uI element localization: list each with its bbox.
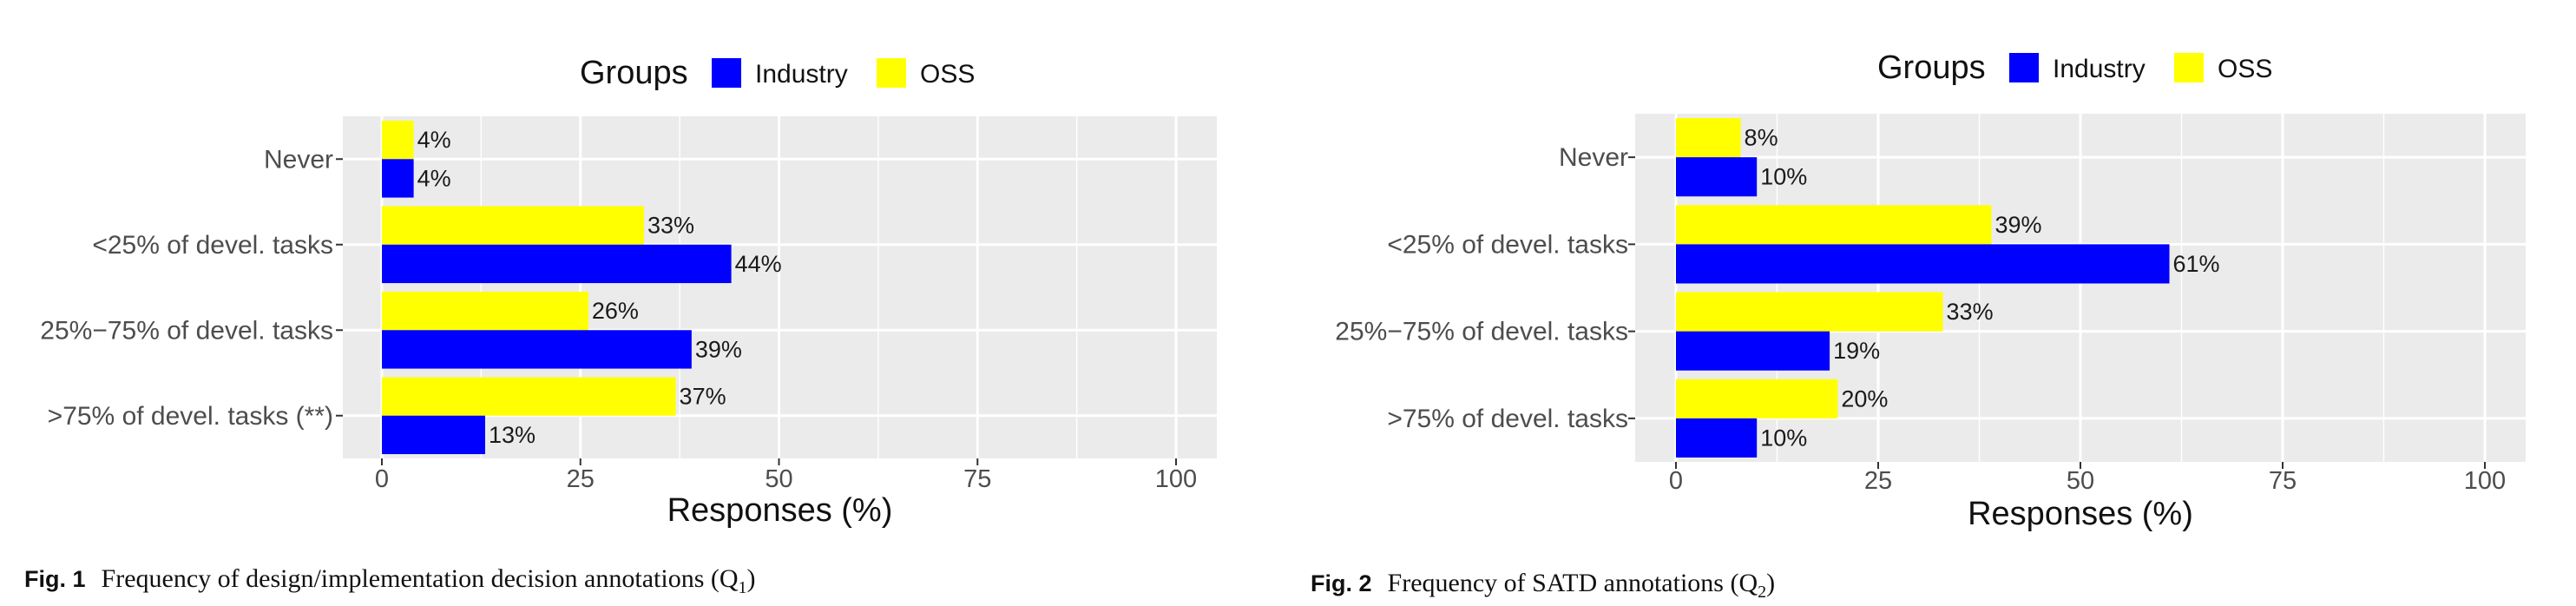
oss-data-label: 4% xyxy=(417,127,451,153)
x-tick-label: 50 xyxy=(765,465,792,493)
oss-bar xyxy=(1676,292,1943,332)
oss-bar xyxy=(382,206,644,245)
industry-bar xyxy=(1676,157,1758,197)
oss-bar xyxy=(382,377,676,416)
industry-data-label: 39% xyxy=(695,336,742,362)
industry-bar xyxy=(382,330,692,369)
industry-bar xyxy=(382,415,485,455)
industry-bar xyxy=(382,244,732,284)
category-label: >75% of devel. tasks (**) xyxy=(48,402,333,431)
figure-2-caption-text: Frequency of SATD annotations (Q xyxy=(1387,569,1758,597)
x-axis-title: Responses (%) xyxy=(1968,496,2193,532)
industry-data-label: 13% xyxy=(489,422,536,448)
legend-label-oss: OSS xyxy=(2218,55,2272,83)
legend-label-industry: Industry xyxy=(2053,55,2146,83)
category-label: 25%−75% of devel. tasks xyxy=(40,316,333,345)
figure-2-caption-sub: 2 xyxy=(1758,583,1767,602)
oss-bar xyxy=(382,291,588,331)
industry-bar xyxy=(1676,244,2170,284)
legend-label-industry: Industry xyxy=(755,60,848,89)
category-label: <25% of devel. tasks xyxy=(92,231,333,260)
industry-data-label: 44% xyxy=(735,251,782,277)
oss-data-label: 39% xyxy=(1994,212,2041,238)
industry-data-label: 61% xyxy=(2173,251,2220,277)
oss-bar xyxy=(1676,205,1992,245)
category-label: >75% of devel. tasks xyxy=(1387,405,1628,433)
chart-2: 8% 10% Never 39% 61% <25% of devel. tasks 33% 1… xyxy=(1335,49,2526,532)
oss-bar xyxy=(382,120,414,160)
legend-swatch-industry xyxy=(712,58,741,88)
industry-bar xyxy=(382,159,414,198)
oss-data-label: 33% xyxy=(647,213,694,239)
chart-1: 4% 4% Never 33% 44% <25% of devel. tasks 26% 39… xyxy=(40,55,1217,529)
x-tick-label: 25 xyxy=(1864,467,1892,495)
oss-data-label: 37% xyxy=(680,384,726,410)
x-tick-label: 75 xyxy=(2269,467,2297,495)
figure-1-caption-text: Frequency of design/implementation decis… xyxy=(101,564,739,593)
figure-1-caption-sub: 1 xyxy=(738,578,747,597)
x-tick-label: 0 xyxy=(375,465,389,493)
industry-bar xyxy=(1676,331,1830,371)
oss-bar xyxy=(1676,118,1741,158)
legend-swatch-oss xyxy=(2174,53,2204,82)
x-tick-label: 50 xyxy=(2067,467,2094,495)
x-tick-label: 0 xyxy=(1669,467,1683,495)
x-tick-label: 100 xyxy=(1155,465,1197,493)
oss-data-label: 8% xyxy=(1745,125,1778,151)
industry-data-label: 4% xyxy=(417,165,451,191)
industry-data-label: 19% xyxy=(1833,338,1880,364)
industry-data-label: 10% xyxy=(1760,425,1807,451)
oss-data-label: 33% xyxy=(1947,299,1994,325)
category-label: 25%−75% of devel. tasks xyxy=(1335,318,1628,346)
x-tick-label: 75 xyxy=(963,465,991,493)
figure-2-caption: Fig. 2 Frequency of SATD annotations (Q2) xyxy=(1311,569,1775,603)
figure-2-caption-close: ) xyxy=(1766,569,1776,597)
figure-1-label: Fig. 1 xyxy=(24,566,86,592)
legend-title: Groups xyxy=(580,55,688,91)
category-label: Never xyxy=(264,145,333,174)
x-tick-label: 100 xyxy=(2464,467,2506,495)
figure-2-label: Fig. 2 xyxy=(1311,570,1372,596)
industry-bar xyxy=(1676,418,1758,458)
legend-title: Groups xyxy=(1877,49,1986,86)
legend-swatch-oss xyxy=(877,58,906,88)
oss-data-label: 20% xyxy=(1841,385,1888,412)
category-label: Never xyxy=(1559,143,1628,172)
figure-1-caption-close: ) xyxy=(746,564,756,593)
legend-swatch-industry xyxy=(2009,53,2039,82)
figure-1-caption: Fig. 1 Frequency of design/implementation… xyxy=(24,564,756,598)
category-label: <25% of devel. tasks xyxy=(1387,230,1628,259)
x-tick-label: 25 xyxy=(567,465,595,493)
legend-label-oss: OSS xyxy=(920,60,975,89)
x-axis-title: Responses (%) xyxy=(667,492,893,529)
oss-data-label: 26% xyxy=(592,298,639,324)
oss-bar xyxy=(1676,379,1838,418)
industry-data-label: 10% xyxy=(1760,164,1807,190)
